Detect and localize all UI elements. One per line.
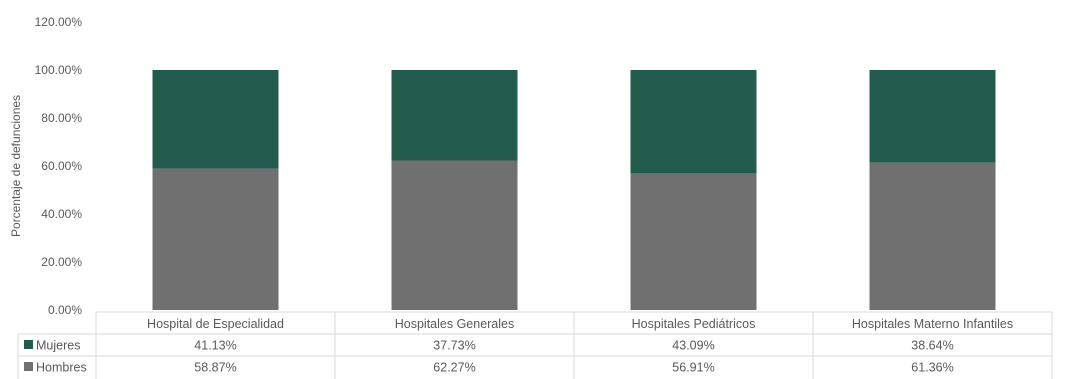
- bar-hombres: [391, 160, 518, 310]
- category-label: Hospital de Especialidad: [147, 317, 284, 331]
- y-tick-label: 40.00%: [41, 207, 82, 221]
- data-label: 58.87%: [194, 361, 236, 375]
- data-label: 38.64%: [911, 339, 953, 353]
- y-tick-label: 0.00%: [48, 303, 82, 317]
- legend-key-hombres: [24, 362, 33, 371]
- data-label: 62.27%: [433, 361, 475, 375]
- y-tick-label: 100.00%: [35, 63, 83, 77]
- y-tick-label: 20.00%: [41, 255, 82, 269]
- category-label: Hospitales Pediátricos: [632, 317, 756, 331]
- data-label: 41.13%: [194, 339, 236, 353]
- bar-hombres: [630, 173, 757, 310]
- bar-mujeres: [152, 70, 279, 169]
- series-name: Hombres: [36, 361, 87, 375]
- bars: [152, 70, 996, 310]
- y-axis-title-group: Porcentaje de defunciones: [9, 95, 23, 237]
- y-axis-ticks: 0.00% 20.00% 40.00% 60.00% 80.00% 100.00% 120.…: [35, 15, 83, 317]
- category-label: Hospitales Generales: [395, 317, 515, 331]
- bar-mujeres: [869, 70, 996, 163]
- bar-hombres: [152, 168, 279, 310]
- category-label: Hospitales Materno Infantiles: [852, 317, 1013, 331]
- data-table: Hospital de Especialidad Hospitales Gener…: [17, 311, 1053, 379]
- data-label: 43.09%: [672, 339, 714, 353]
- y-axis-title: Porcentaje de defunciones: [9, 95, 23, 237]
- y-tick-label: 120.00%: [35, 15, 83, 29]
- bar-mujeres: [391, 70, 518, 161]
- y-tick-label: 60.00%: [41, 159, 82, 173]
- data-label: 61.36%: [911, 361, 953, 375]
- legend-key-mujeres: [24, 340, 33, 349]
- series-name: Mujeres: [36, 339, 80, 353]
- y-tick-label: 80.00%: [41, 111, 82, 125]
- data-label: 56.91%: [672, 361, 714, 375]
- bar-hombres: [869, 162, 996, 310]
- data-label: 37.73%: [433, 339, 475, 353]
- bar-mujeres: [630, 70, 757, 174]
